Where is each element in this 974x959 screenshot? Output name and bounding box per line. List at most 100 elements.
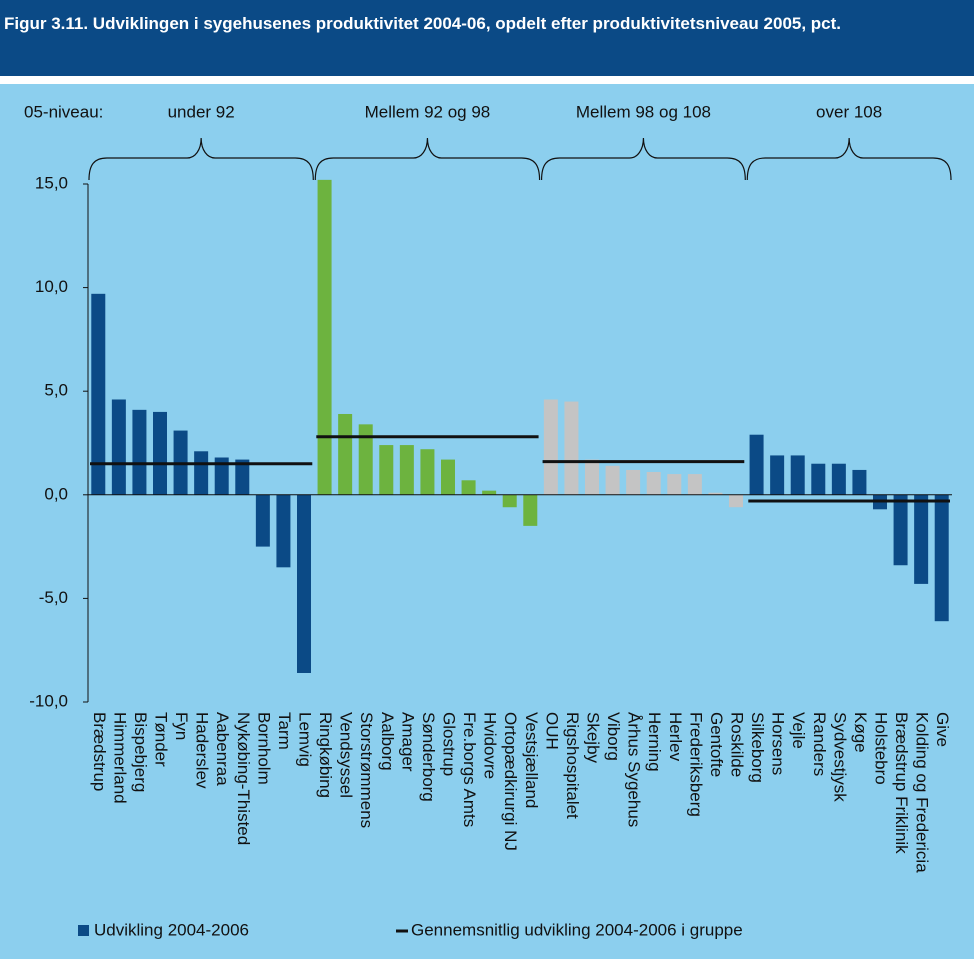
x-tick-label: Aabenraa (213, 712, 232, 786)
bar (646, 472, 661, 495)
bar (934, 494, 949, 622)
bar (317, 179, 332, 495)
bar (379, 445, 394, 495)
bar (441, 459, 455, 495)
y-tick-label: -5,0 (39, 588, 68, 607)
x-tick-label: Herning (645, 712, 664, 772)
bar (235, 459, 250, 495)
bar (831, 463, 846, 495)
x-tick-label: Randers (810, 712, 829, 776)
legend-label: Gennemsnitlig udvikling 2004-2006 i grup… (411, 920, 743, 939)
bar (358, 424, 373, 495)
y-tick-label: 15,0 (35, 173, 68, 192)
x-tick-label: Amager (398, 712, 417, 772)
bar (461, 480, 476, 495)
bar (153, 411, 167, 495)
bar (811, 463, 826, 495)
y-tick-label: 0,0 (44, 484, 68, 503)
chart-title: Figur 3.11. Udviklingen i sygehusenes pr… (0, 0, 974, 84)
bar (770, 455, 785, 495)
bar (914, 494, 929, 584)
x-tick-label: Kolding og Fredericia (913, 712, 932, 873)
legend-label: Udvikling 2004-2006 (94, 920, 249, 939)
x-tick-label: Tønder (152, 712, 171, 767)
bar (543, 399, 558, 495)
x-tick-label: OUH (542, 712, 561, 750)
x-tick-label: Glostrup (440, 712, 459, 776)
x-tick-label: Århus Sygehus (625, 712, 644, 827)
x-tick-label: Vejle (789, 712, 808, 749)
x-tick-label: Ringkøbing (316, 712, 335, 798)
bar (667, 474, 682, 495)
bar (194, 451, 209, 495)
x-tick-label: Storstrømmens (357, 712, 376, 828)
bar (626, 469, 641, 495)
x-tick-label: Hvidovre (481, 712, 500, 779)
x-tick-label: Vestsjælland (522, 712, 541, 808)
legend-swatch (78, 925, 89, 936)
group-brace (88, 137, 314, 181)
x-tick-label: Lemvig (296, 712, 315, 767)
x-tick-label: Sydvestjysk (830, 712, 849, 802)
bar (729, 494, 743, 508)
bar (852, 469, 867, 495)
bar (564, 401, 579, 495)
x-tick-label: Himmerland (110, 712, 129, 804)
bar (276, 494, 291, 568)
x-tick-label: Brædstrup Friklinik (892, 712, 911, 854)
x-tick-label: Fre.borgs Amts (460, 712, 479, 827)
x-tick-label: Fyn (172, 712, 191, 740)
bar (605, 465, 620, 495)
bar (482, 490, 497, 495)
bar (790, 455, 805, 495)
bar (687, 474, 702, 495)
group-brace (746, 137, 952, 181)
level-label: 05-niveau: (24, 102, 103, 121)
group-label: under 92 (168, 102, 235, 121)
group-brace (314, 137, 541, 181)
x-tick-label: Horsens (769, 712, 788, 775)
x-tick-label: Viborg (604, 712, 623, 761)
x-tick-label: Vendsyssel (337, 712, 356, 798)
x-tick-label: Nykøbing-Thisted (234, 712, 253, 845)
bar (297, 494, 311, 673)
bar (893, 494, 908, 566)
x-tick-label: Roskilde (728, 712, 747, 777)
group-label: Mellem 98 og 108 (576, 102, 711, 121)
x-tick-label: Haderslev (193, 712, 212, 789)
bar (338, 413, 353, 495)
bar (255, 494, 270, 547)
bar (708, 492, 723, 495)
x-tick-label: Bornholm (254, 712, 273, 785)
x-tick-label: Sønderborg (419, 712, 438, 802)
x-tick-label: Rigshospitalet (563, 712, 582, 819)
bar (132, 409, 147, 495)
y-tick-label: 5,0 (44, 381, 68, 400)
x-tick-label: Skejby (584, 712, 603, 764)
bar (420, 449, 435, 495)
x-tick-label: Silkeborg (748, 712, 767, 783)
x-tick-label: Ortopædkirurgi NJ (501, 712, 520, 851)
bar (399, 445, 414, 495)
bar (523, 494, 538, 526)
group-label: over 108 (816, 102, 882, 121)
x-tick-label: Holstebro (872, 712, 891, 785)
bar (214, 457, 229, 495)
bar (111, 399, 126, 495)
x-tick-label: Tarm (275, 712, 294, 750)
group-brace (540, 137, 746, 181)
y-tick-label: -10,0 (29, 691, 68, 710)
x-tick-label: Brædstrup (90, 712, 109, 791)
bar (502, 494, 517, 508)
x-tick-label: Gentofte (707, 712, 726, 777)
x-tick-label: Køge (851, 712, 870, 753)
y-tick-label: 10,0 (35, 277, 68, 296)
x-tick-label: Give (933, 712, 952, 747)
x-tick-label: Aalborg (378, 712, 397, 771)
bar (749, 434, 764, 495)
x-tick-label: Frederiksberg (686, 712, 705, 817)
x-tick-label: Bispebjerg (131, 712, 150, 792)
group-label: Mellem 92 og 98 (365, 102, 491, 121)
